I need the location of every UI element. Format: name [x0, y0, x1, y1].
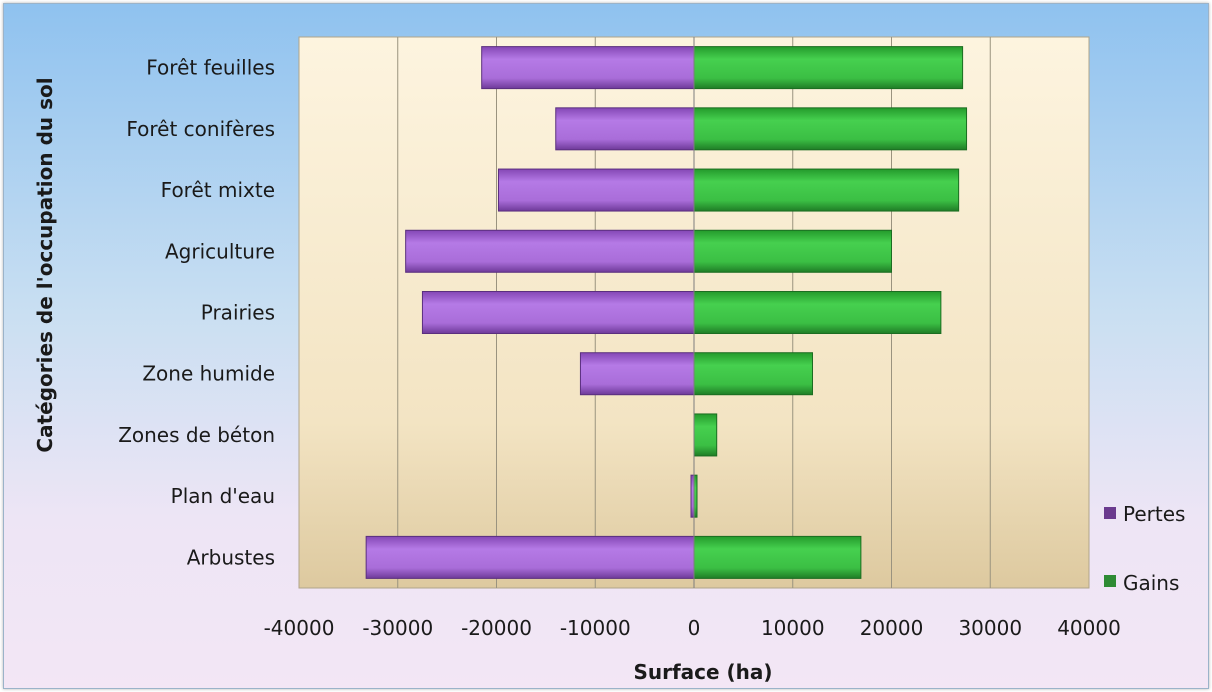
x-tick-label: 30000 [958, 616, 1022, 640]
x-tick-label: -30000 [362, 616, 433, 640]
bar-pertes [481, 46, 695, 90]
bar-gains [693, 291, 942, 334]
bar-gains [693, 535, 862, 579]
x-axis-title: Surface (ha) [633, 660, 772, 684]
category-label: Prairies [201, 301, 275, 325]
legend: Pertes Gains [1104, 502, 1185, 595]
bar-pertes [405, 229, 695, 273]
x-tick-label: 20000 [860, 616, 924, 640]
bars [365, 37, 968, 588]
x-tick-labels: -40000 -30000 -20000 -10000 0 10000 20000 30000… [264, 616, 1121, 640]
legend-label-gains: Gains [1123, 571, 1179, 595]
legend-swatch-pertes [1104, 507, 1116, 519]
category-label: Forêt mixte [161, 178, 275, 202]
legend-swatch-gains [1104, 575, 1116, 587]
x-tick-label: -20000 [461, 616, 532, 640]
y-axis-title: Catégories de l'occupation du sol [33, 77, 57, 452]
bar-pertes [421, 291, 695, 334]
category-label: Arbustes [187, 545, 275, 569]
x-tick-label: 10000 [761, 616, 825, 640]
bar-pertes [555, 107, 695, 151]
category-label: Agriculture [165, 239, 275, 263]
category-label: Forêt conifères [126, 117, 275, 141]
category-labels: Forêt feuilles Forêt conifères Forêt mixte… [118, 56, 275, 570]
bar-gains [693, 46, 964, 90]
bar-pertes [497, 168, 695, 212]
x-tick-label: 0 [688, 616, 701, 640]
category-label: Zone humide [142, 362, 275, 386]
x-tick-label: -40000 [264, 616, 335, 640]
x-tick-label: -10000 [560, 616, 631, 640]
x-tick-label: 40000 [1057, 616, 1121, 640]
category-label: Plan d'eau [171, 484, 275, 508]
bar-gains [693, 229, 892, 273]
bar-gains [693, 107, 968, 151]
bar-pertes [579, 352, 695, 396]
bar-pertes [365, 535, 695, 579]
legend-label-pertes: Pertes [1123, 502, 1185, 526]
bar-gains [693, 168, 960, 212]
bar-gains [693, 413, 718, 457]
bar-gains [693, 352, 813, 396]
category-label: Forêt feuilles [146, 56, 275, 80]
category-label: Zones de béton [118, 423, 275, 447]
